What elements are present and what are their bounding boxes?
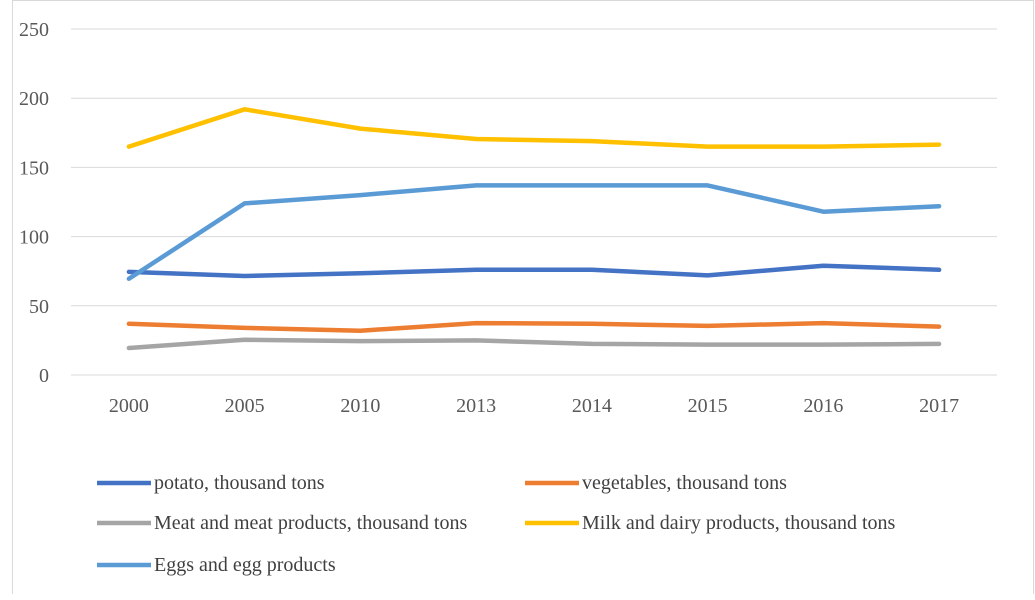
legend-label: Eggs and egg products [154,554,336,576]
gridlines [71,28,997,376]
series-lines [126,107,942,351]
legend-item: Meat and meat products, thousand tons [97,512,467,534]
line-chart: 0 50 100 150 200 250 2000 2005 2010 2013 2014 2015… [19,19,997,576]
series-line-4 [126,183,942,282]
y-tick-label: 0 [39,365,49,387]
y-tick-label: 100 [19,227,49,249]
legend: potato, thousand tons vegetables, thousan… [97,472,896,576]
y-axis-ticks: 0 50 100 150 200 250 [19,19,49,387]
legend-label: Milk and dairy products, thousand tons [582,512,896,534]
x-tick-label: 2014 [572,395,612,417]
x-axis-ticks: 2000 2005 2010 2013 2014 2015 2016 2017 [109,395,959,417]
y-tick-label: 250 [19,19,49,41]
x-tick-label: 2015 [688,395,728,417]
y-tick-label: 200 [19,88,49,110]
x-tick-label: 2016 [803,395,843,417]
x-tick-label: 2010 [340,395,380,417]
legend-item: potato, thousand tons [97,472,325,494]
series-line-2 [126,337,942,351]
x-tick-label: 2013 [456,395,496,417]
y-tick-label: 50 [29,296,49,318]
legend-item: vegetables, thousand tons [525,472,787,494]
legend-item: Eggs and egg products [97,554,336,576]
series-line-1 [126,320,942,333]
legend-label: potato, thousand tons [154,472,325,494]
y-tick-label: 150 [19,157,49,179]
chart-frame: 0 50 100 150 200 250 2000 2005 2010 2013 2014 2015… [12,0,1034,594]
series-line-0 [126,263,942,279]
x-tick-label: 2000 [109,395,149,417]
x-tick-label: 2017 [919,395,959,417]
series-line-3 [126,107,942,149]
x-tick-label: 2005 [225,395,265,417]
legend-item: Milk and dairy products, thousand tons [525,512,896,534]
legend-label: Meat and meat products, thousand tons [154,512,467,534]
legend-label: vegetables, thousand tons [582,472,787,494]
